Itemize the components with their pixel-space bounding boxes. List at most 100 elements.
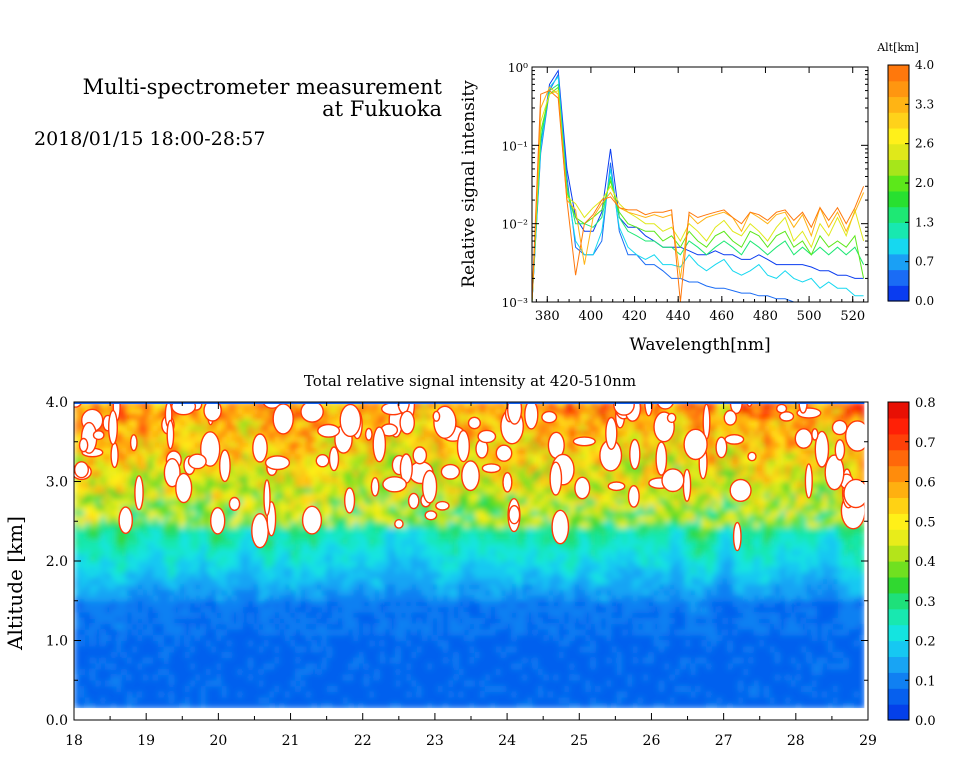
- heatmap-cell: [221, 436, 228, 443]
- heatmap-cell: [532, 583, 539, 590]
- heatmap-cell: [263, 691, 270, 698]
- heatmap-cell: [168, 560, 175, 568]
- heatmap-cell: [153, 532, 160, 539]
- heatmap-cell: [537, 657, 544, 664]
- heatmap-cell: [369, 583, 376, 590]
- heatmap-cell: [279, 560, 286, 568]
- heatmap-cell: [321, 651, 328, 658]
- heatmap-cell: [379, 560, 386, 568]
- heatmap-cell: [311, 651, 318, 658]
- heatmap-cell: [179, 668, 186, 675]
- heatmap-cell: [221, 492, 228, 500]
- heatmap-cell: [311, 560, 318, 568]
- heatmap-cell: [216, 538, 223, 545]
- heatmap-cell: [221, 691, 228, 698]
- heatmap-cell: [116, 532, 123, 539]
- heatmap-cell: [147, 424, 154, 432]
- heatmap-cell: [384, 577, 391, 585]
- heatmap-cell: [321, 577, 328, 585]
- heatmap-cell: [321, 589, 328, 596]
- heatmap-cell: [353, 600, 360, 607]
- heatmap-cell: [490, 504, 497, 511]
- heatmap-cell: [158, 430, 165, 437]
- heatmap-cell: [211, 668, 218, 675]
- heatmap-cell: [300, 679, 307, 687]
- heatmap-cell: [279, 657, 286, 664]
- heatmap-cell: [479, 402, 486, 409]
- heatmap-cell: [342, 487, 349, 494]
- heatmap-cell: [290, 549, 297, 556]
- heatmap-cell: [363, 577, 370, 585]
- heatmap-cell: [290, 402, 297, 409]
- heatmap-cell: [290, 453, 297, 460]
- heatmap-cell: [332, 492, 339, 500]
- heatmap-cell: [147, 674, 154, 681]
- heatmap-cell: [121, 583, 128, 590]
- heatmap-cell: [174, 691, 181, 698]
- heatmap-cell: [211, 538, 218, 545]
- heatmap-cell: [147, 441, 154, 449]
- heatmap-cell: [126, 504, 133, 511]
- heatmap-cell: [247, 430, 254, 437]
- heatmap-cell: [284, 623, 291, 630]
- heatmap-cell: [321, 645, 328, 653]
- heatmap-cell: [179, 413, 186, 420]
- heatmap-cell: [211, 623, 218, 630]
- heatmap-cell: [305, 662, 312, 670]
- heatmap-cell: [527, 481, 534, 488]
- heatmap-cell: [353, 560, 360, 568]
- heatmap-cell: [506, 583, 513, 590]
- heatmap-cell: [353, 492, 360, 500]
- heatmap-cell: [84, 504, 91, 511]
- heatmap-cell: [232, 634, 239, 641]
- heatmap-cell: [216, 492, 223, 500]
- heatmap-cell: [384, 617, 391, 624]
- heatmap-cell: [179, 458, 186, 466]
- heatmap-cell: [442, 611, 449, 619]
- heatmap-cell: [126, 623, 133, 630]
- spectrum-ytick-label: 10⁻³: [502, 296, 529, 310]
- heatmap-cell: [463, 696, 470, 704]
- heatmap-cell: [137, 674, 144, 681]
- heatmap-cell: [279, 492, 286, 500]
- heatmap-cell: [353, 577, 360, 585]
- heatmap-cell: [147, 538, 154, 545]
- heatmap-cell: [537, 413, 544, 420]
- heatmap-cell: [211, 583, 218, 590]
- heatmap-cell: [200, 560, 207, 568]
- heatmap-cell: [100, 509, 107, 517]
- heatmap-cell: [100, 515, 107, 522]
- heatmap-cell: [506, 526, 513, 534]
- heatmap-cell: [500, 566, 507, 573]
- heatmap-cell: [205, 640, 212, 647]
- heatmap-cell: [416, 674, 423, 681]
- heatmap-cell: [237, 560, 244, 568]
- spectrum-xtick-label: 500: [797, 309, 822, 324]
- heatmap-cell: [279, 475, 286, 483]
- heatmap-cell: [189, 662, 196, 670]
- heatmap-cell: [174, 645, 181, 653]
- heatmap-cell: [295, 504, 302, 511]
- heatmap-cell: [105, 679, 112, 687]
- heatmap-cell: [284, 645, 291, 653]
- heatmap-cell: [421, 560, 428, 568]
- heatmap-cell: [189, 600, 196, 607]
- heatmap-cell: [295, 589, 302, 596]
- heatmap-cell: [179, 662, 186, 670]
- heatmap-cell: [79, 560, 86, 568]
- heatmap-cell: [537, 419, 544, 426]
- heatmap-cell: [142, 577, 149, 585]
- heatmap-cell: [84, 679, 91, 687]
- heatmap-cell: [400, 617, 407, 624]
- heatmap-cell: [116, 549, 123, 556]
- heatmap-cell: [300, 594, 307, 602]
- heatmap-cell: [84, 685, 91, 692]
- heatmap-cell: [268, 594, 276, 602]
- heatmap-cell: [116, 668, 123, 675]
- heatmap-cell: [147, 634, 154, 641]
- heatmap-cell: [542, 600, 550, 607]
- heatmap-cell: [537, 685, 544, 692]
- heatmap-cell: [290, 651, 297, 658]
- heatmap-cell: [147, 430, 154, 437]
- heatmap-cell: [516, 657, 523, 664]
